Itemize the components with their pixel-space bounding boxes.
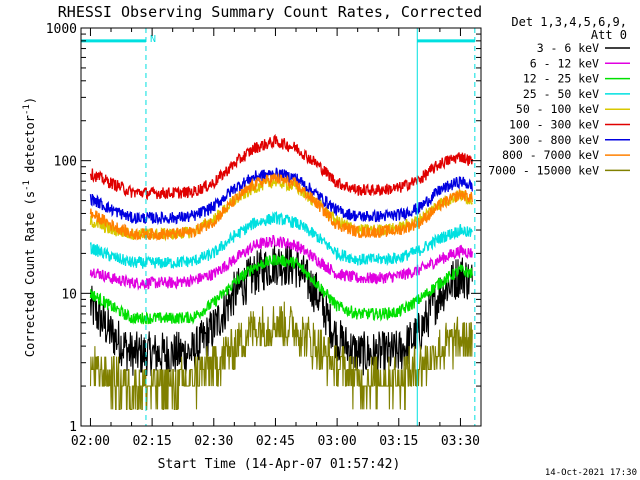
- series-group-5: [89, 133, 473, 201]
- series-group-2: [89, 254, 473, 325]
- series-line-3: [89, 210, 473, 270]
- series-group-8: [89, 301, 473, 410]
- y-axis-label-mid: detector: [23, 115, 37, 180]
- series-layer: [89, 133, 473, 410]
- y-axis-label-sup-1: -1: [22, 180, 32, 191]
- series-line-2: [89, 254, 473, 325]
- legend-label-0: 3 - 6 keV: [537, 41, 599, 55]
- y-tick-label-1: 10: [61, 287, 77, 302]
- x-axis: 02:00 02:15 02:30 02:45 03:00 03:15 03:30: [71, 28, 480, 449]
- y-axis-label: Corrected Count Rate (s-1 detector-1): [22, 97, 37, 357]
- x-tick-label-3: 02:45: [256, 434, 295, 449]
- legend-label-1: 6 - 12 keV: [530, 56, 599, 70]
- series-group-7: [89, 173, 473, 242]
- y-axis-label-main: Corrected Count Rate (s: [23, 191, 37, 357]
- series-line-0: [89, 244, 473, 377]
- legend-label-8: 7000 - 15000 keV: [488, 163, 599, 177]
- legend-header-2: Att 0: [591, 28, 627, 42]
- marker-label-0: N: [150, 34, 156, 45]
- x-tick-label-5: 03:15: [379, 434, 418, 449]
- y-tick-label-0: 1: [69, 420, 77, 435]
- series-group-3: [89, 210, 473, 270]
- legend-label-7: 800 - 7000 keV: [502, 148, 599, 162]
- y-axis-label-sup-2: -1: [22, 104, 32, 115]
- x-axis-label: Start Time (14-Apr-07 01:57:42): [158, 457, 401, 472]
- series-line-6: [89, 167, 473, 226]
- y-axis: 1 10 100 1000: [46, 22, 481, 435]
- legend-label-6: 300 - 800 keV: [509, 133, 599, 147]
- x-tick-label-6: 03:30: [441, 434, 480, 449]
- legend-label-4: 50 - 100 keV: [516, 102, 599, 116]
- legend-label-3: 25 - 50 keV: [523, 87, 599, 101]
- x-tick-label-0: 02:00: [71, 434, 110, 449]
- series-line-7: [89, 173, 473, 242]
- legend-header-1: Det 1,3,4,5,6,9,: [511, 15, 627, 29]
- chart-title: RHESSI Observing Summary Count Rates, Co…: [58, 3, 482, 21]
- series-group-1: [89, 234, 473, 291]
- x-tick-label-1: 02:15: [133, 434, 172, 449]
- x-tick-label-4: 03:00: [318, 434, 357, 449]
- series-group-0: [89, 244, 473, 377]
- x-tick-label-2: 02:30: [194, 434, 233, 449]
- timestamp: 14-Oct-2021 17:30: [545, 468, 637, 478]
- series-group-6: [89, 167, 473, 226]
- legend-label-5: 100 - 300 keV: [509, 118, 599, 132]
- y-tick-label-2: 100: [54, 155, 77, 170]
- series-line-5: [89, 133, 473, 201]
- series-line-1: [89, 234, 473, 291]
- plot-frame: [80, 27, 482, 427]
- interval-marker-layer: N: [81, 28, 476, 426]
- y-axis-label-end: ): [23, 97, 37, 104]
- series-line-8: [89, 301, 473, 410]
- legend-label-2: 12 - 25 keV: [523, 72, 599, 86]
- y-tick-label-3: 1000: [46, 22, 77, 37]
